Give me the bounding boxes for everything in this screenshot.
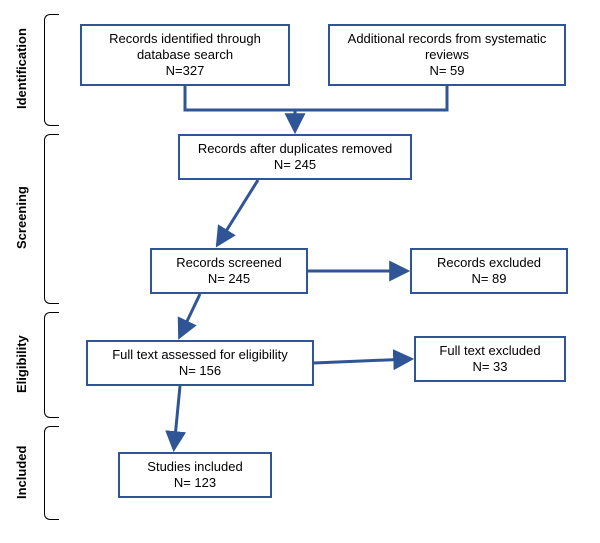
node-screened: Records screened N= 245 (150, 248, 308, 294)
stage-eligibility: Eligibility (14, 312, 29, 416)
node-text: Additional records from systematic (348, 31, 547, 47)
edge-full-to-included (174, 386, 180, 448)
node-sys-reviews: Additional records from systematic revie… (328, 24, 566, 86)
stage-identification: Identification (14, 14, 29, 124)
node-excluded-full: Full text excluded N= 33 (414, 336, 566, 382)
node-text: Studies included (147, 459, 242, 475)
node-text: Records after duplicates removed (198, 141, 392, 157)
bracket-identification (44, 14, 59, 126)
node-count: N= 245 (208, 271, 250, 287)
node-db-search: Records identified through database sear… (80, 24, 290, 86)
stage-included: Included (14, 426, 29, 518)
node-count: N= 156 (179, 363, 221, 379)
node-count: N= 245 (274, 157, 316, 173)
node-count: N= 33 (472, 359, 507, 375)
bracket-eligibility (44, 312, 59, 418)
node-text: Records excluded (437, 255, 541, 271)
node-text: Full text excluded (439, 343, 540, 359)
node-count: N= 89 (471, 271, 506, 287)
bracket-included (44, 426, 59, 520)
node-text: reviews (425, 47, 469, 63)
edge-screened-to-full (180, 294, 200, 336)
edge-dupes-to-screened (218, 180, 258, 244)
node-count: N=327 (166, 63, 205, 79)
node-excluded-screen: Records excluded N= 89 (410, 248, 568, 294)
node-text: Records identified through (109, 31, 261, 47)
node-included: Studies included N= 123 (118, 452, 272, 498)
edge-db-to-dupes (185, 86, 295, 130)
node-count: N= 123 (174, 475, 216, 491)
edge-sys-to-dupes (295, 86, 447, 110)
node-full-text: Full text assessed for eligibility N= 15… (86, 340, 314, 386)
stage-screening: Screening (14, 134, 29, 302)
node-after-dupes: Records after duplicates removed N= 245 (178, 134, 412, 180)
bracket-screening (44, 134, 59, 304)
node-count: N= 59 (429, 63, 464, 79)
edge-full-to-excl (314, 359, 410, 363)
node-text: Records screened (176, 255, 282, 271)
node-text: database search (137, 47, 233, 63)
node-text: Full text assessed for eligibility (112, 347, 288, 363)
